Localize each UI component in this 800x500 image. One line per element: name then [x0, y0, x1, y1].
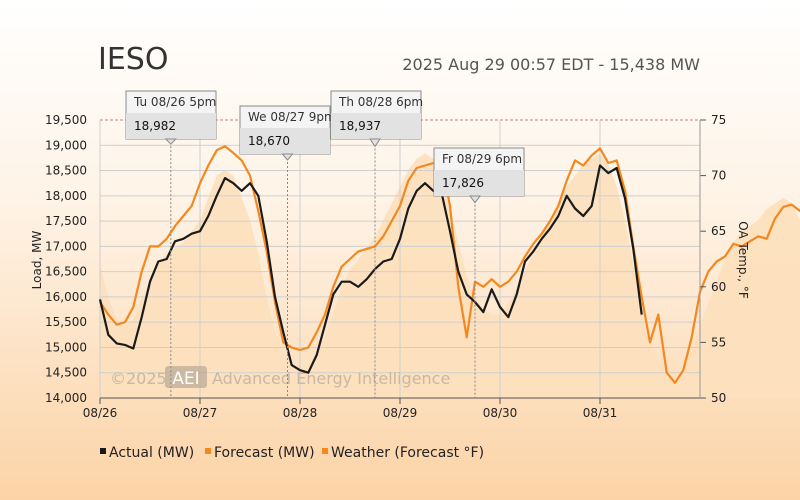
- tooltip-value: 18,670: [248, 134, 290, 148]
- watermark-text: Advanced Energy Intelligence: [212, 369, 450, 388]
- tooltip-value-bg: [240, 128, 330, 154]
- weather-area-group: [100, 153, 800, 398]
- legend-item: Actual (MW): [100, 445, 194, 461]
- chart-subtitle: 2025 Aug 29 00:57 EDT - 15,438 MW: [402, 55, 700, 74]
- forecast-line: [99, 145, 800, 384]
- legend-swatch: [322, 448, 328, 454]
- tooltip-date: Th 08/28 6pm: [338, 95, 423, 109]
- y-tick-label: 15,000: [45, 340, 87, 354]
- tooltip-pointer: [281, 153, 294, 161]
- series-lines-group: [98, 145, 800, 384]
- x-tick-label: 08/30: [483, 406, 518, 420]
- tooltip-value: 17,826: [442, 176, 484, 190]
- tooltip: We 08/27 9pm 18,670: [239, 105, 336, 398]
- y2-axis-label: OA Temp., °F: [736, 221, 750, 299]
- y-tick-label: 19,000: [45, 138, 87, 152]
- tooltip-value: 18,982: [134, 119, 176, 133]
- tooltip-pointer: [164, 138, 178, 145]
- y-tick-label: 14,500: [45, 366, 87, 380]
- y-tick-label: 17,000: [45, 239, 87, 253]
- y2-tick-label: 60: [711, 280, 726, 294]
- axes-group: 14,000 14,500 15,000 15,500 16,000 16,500 17,0…: [45, 113, 726, 420]
- x-tick-label: 08/26: [83, 406, 118, 420]
- y2-tick-label: 50: [711, 391, 726, 405]
- legend-label: Forecast (MW): [214, 445, 315, 461]
- y2-tick-label: 65: [711, 224, 726, 238]
- watermark-logo-box: [165, 366, 207, 388]
- tooltip-date: We 08/27 9pm: [248, 110, 336, 124]
- tooltip-date: Fr 08/29 6pm: [442, 152, 522, 166]
- y-tick-label: 16,000: [45, 290, 87, 304]
- watermark-logo: AEI: [172, 369, 199, 389]
- y2-tick-label: 70: [711, 169, 726, 183]
- watermark: ©2025 AEI Advanced Energy Intelligence: [110, 366, 450, 389]
- tooltip-date: Tu 08/26 5pm: [133, 95, 216, 109]
- legend-item: Forecast (MW): [205, 445, 315, 461]
- x-tick-label: 08/31: [583, 406, 618, 420]
- tooltip: Th 08/28 6pm 18,937: [330, 90, 423, 398]
- x-tick-label: 08/29: [383, 406, 418, 420]
- weather-area: [100, 153, 800, 398]
- legend-label: Actual (MW): [109, 445, 194, 461]
- y-tick-label: 19,500: [45, 113, 87, 127]
- tooltip: Fr 08/29 6pm 17,826: [433, 147, 525, 398]
- chart-title: IESO: [98, 42, 168, 77]
- legend-swatch: [100, 448, 106, 454]
- legend-swatch: [205, 448, 211, 454]
- y-tick-label: 14,000: [45, 391, 87, 405]
- y-tick-label: 16,500: [45, 265, 87, 279]
- x-tick-label: 08/28: [283, 406, 318, 420]
- tooltip-value-bg: [126, 113, 216, 139]
- y-tick-label: 15,500: [45, 315, 87, 329]
- tooltips-group: Tu 08/26 5pm 18,982 We 08/27 9pm 18,670 Th 0…: [125, 90, 525, 398]
- y-tick-label: 17,500: [45, 214, 87, 228]
- legend-item: Weather (Forecast °F): [322, 445, 484, 461]
- y-tick-label: 18,500: [45, 164, 87, 178]
- y2-tick-label: 75: [711, 113, 726, 127]
- legend: Actual (MW) Forecast (MW) Weather (Forecas…: [100, 445, 484, 461]
- y-tick-label: 18,000: [45, 189, 87, 203]
- tooltip-value: 18,937: [339, 119, 381, 133]
- actual-line: [98, 164, 643, 374]
- x-tick-label: 08/27: [183, 406, 218, 420]
- y2-tick-label: 55: [711, 335, 726, 349]
- watermark-prefix: ©2025: [110, 369, 167, 388]
- tooltip-pointer: [468, 195, 482, 204]
- tooltip-value-bg: [331, 113, 421, 139]
- legend-label: Weather (Forecast °F): [331, 445, 484, 461]
- y-axis-label: Load, MW: [30, 231, 44, 290]
- tooltip: Tu 08/26 5pm 18,982: [125, 90, 217, 398]
- tooltip-value-bg: [434, 170, 524, 196]
- tooltip-pointer: [369, 138, 381, 148]
